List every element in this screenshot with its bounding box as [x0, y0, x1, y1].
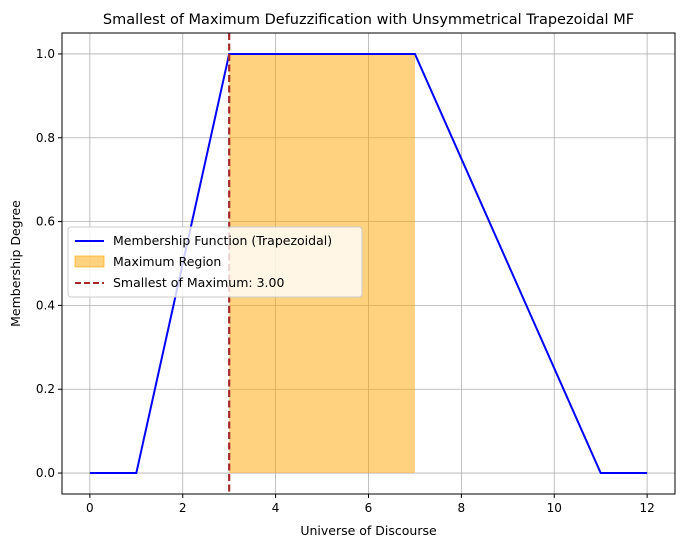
legend: Membership Function (Trapezoidal) Maximu…: [67, 226, 363, 298]
x-tick-label: 10: [547, 501, 562, 515]
y-tick-label: 0.0: [36, 466, 55, 480]
legend-label-line: Membership Function (Trapezoidal): [113, 233, 332, 248]
tick-layer: 0 2 4 6 8 10 12 0.0 0.2 0.4 0.6 0.8 1.0: [36, 47, 655, 515]
legend-box: [67, 226, 363, 298]
y-tick-label: 0.8: [36, 131, 55, 145]
y-tick-label: 1.0: [36, 47, 55, 61]
chart-title: Smallest of Maximum Defuzzification with…: [103, 12, 634, 28]
y-tick-label: 0.6: [36, 215, 55, 229]
x-tick-label: 12: [639, 501, 654, 515]
x-axis-label: Universe of Discourse: [300, 523, 437, 538]
x-tick-label: 8: [458, 501, 466, 515]
x-tick-label: 4: [272, 501, 280, 515]
line-layer: [89, 52, 648, 475]
legend-label-fill: Maximum Region: [113, 254, 221, 269]
legend-label-vline: Smallest of Maximum: 3.00: [113, 275, 284, 290]
y-axis-label: Membership Degree: [8, 200, 23, 327]
y-tick-label: 0.2: [36, 382, 55, 396]
legend-fill-swatch: [74, 255, 105, 268]
x-tick-label: 2: [179, 501, 187, 515]
x-tick-label: 0: [86, 501, 94, 515]
membership-function-line: [89, 52, 648, 475]
x-tick-label: 6: [365, 501, 373, 515]
y-tick-label: 0.4: [36, 298, 55, 312]
